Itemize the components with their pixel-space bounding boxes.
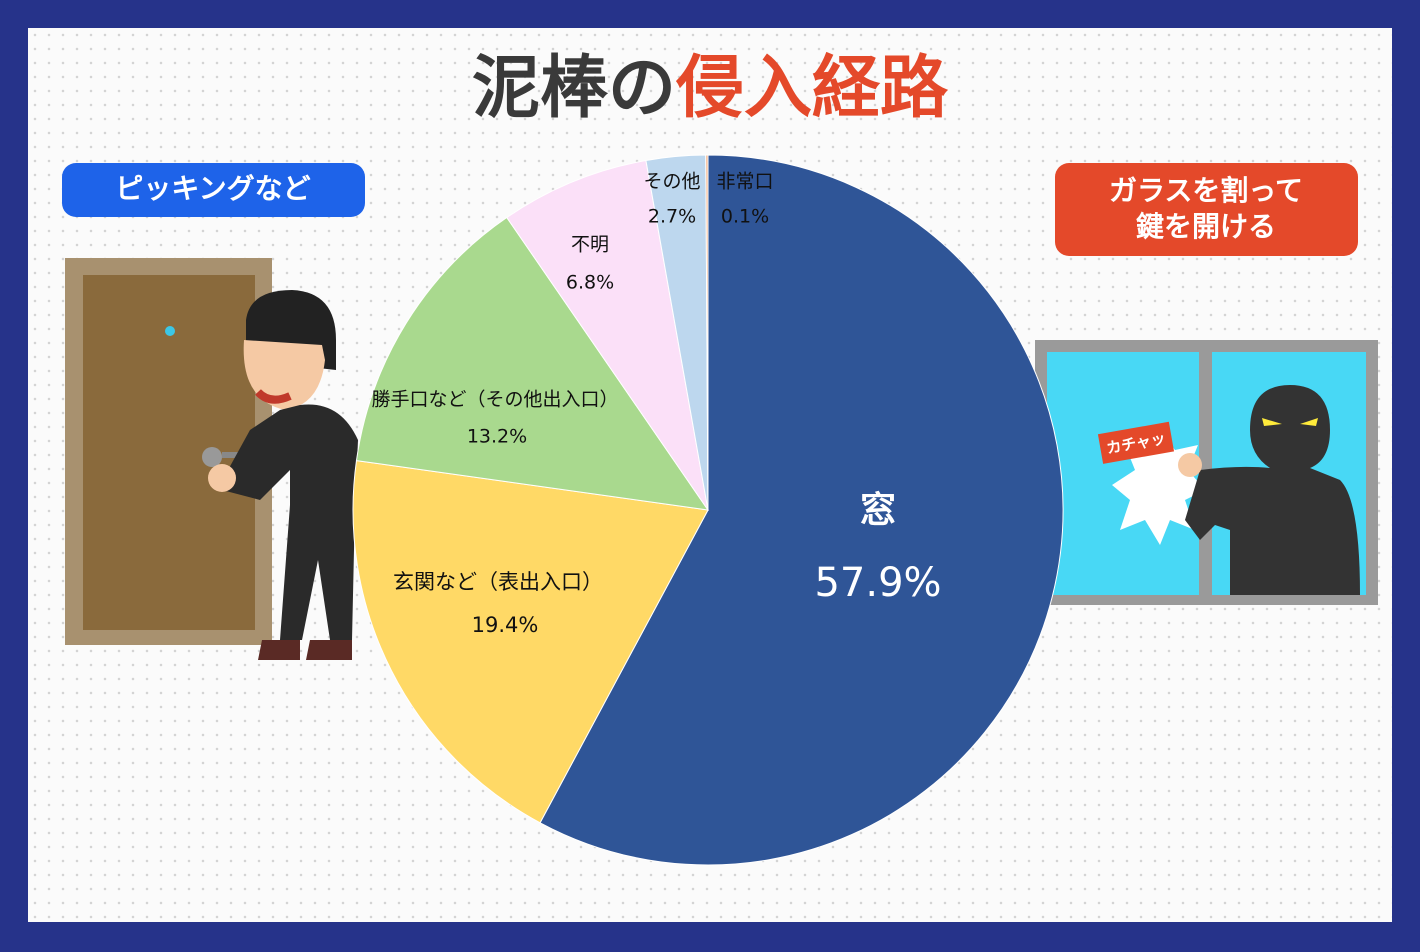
window-illustration: カチャッ — [1035, 340, 1378, 605]
title-part: 侵入経路 — [675, 49, 949, 128]
slice-label: 不明 — [571, 234, 609, 256]
slice-label: 窓 — [860, 490, 896, 531]
badge-text: ピッキングなど — [115, 172, 310, 205]
value-label: 57.9% — [814, 560, 941, 606]
pie-slice — [705, 154, 709, 511]
value-label: 19.4% — [472, 613, 539, 637]
door-illustration — [65, 258, 358, 660]
slice-label: 玄関など（表出入口） — [393, 570, 603, 594]
chart-title: 泥棒の侵入経路 — [472, 49, 949, 128]
badge — [1055, 163, 1358, 256]
slice-label: その他 — [643, 171, 700, 193]
slice-label: 非常口 — [716, 171, 773, 193]
value-label: 2.7% — [648, 206, 696, 228]
value-label: 13.2% — [467, 426, 527, 448]
badge-text: 鍵を開ける — [1136, 210, 1276, 243]
pie-slice — [506, 159, 709, 511]
pie: 窓 57.9% 玄関など（表出入口） 19.4% 勝手口など（その他出入口） 13.2% 不… — [352, 154, 1064, 866]
value-label: 6.8% — [566, 272, 614, 294]
badge-text: ガラスを割って — [1109, 174, 1303, 207]
pie-slice — [352, 460, 709, 824]
slice-label: 勝手口など（その他出入口） — [371, 389, 618, 411]
title-part: 泥棒の — [472, 49, 676, 128]
badge — [62, 163, 365, 217]
pie-slice — [539, 154, 1064, 866]
value-label: 0.1% — [721, 206, 769, 228]
pie-slice — [355, 216, 710, 511]
